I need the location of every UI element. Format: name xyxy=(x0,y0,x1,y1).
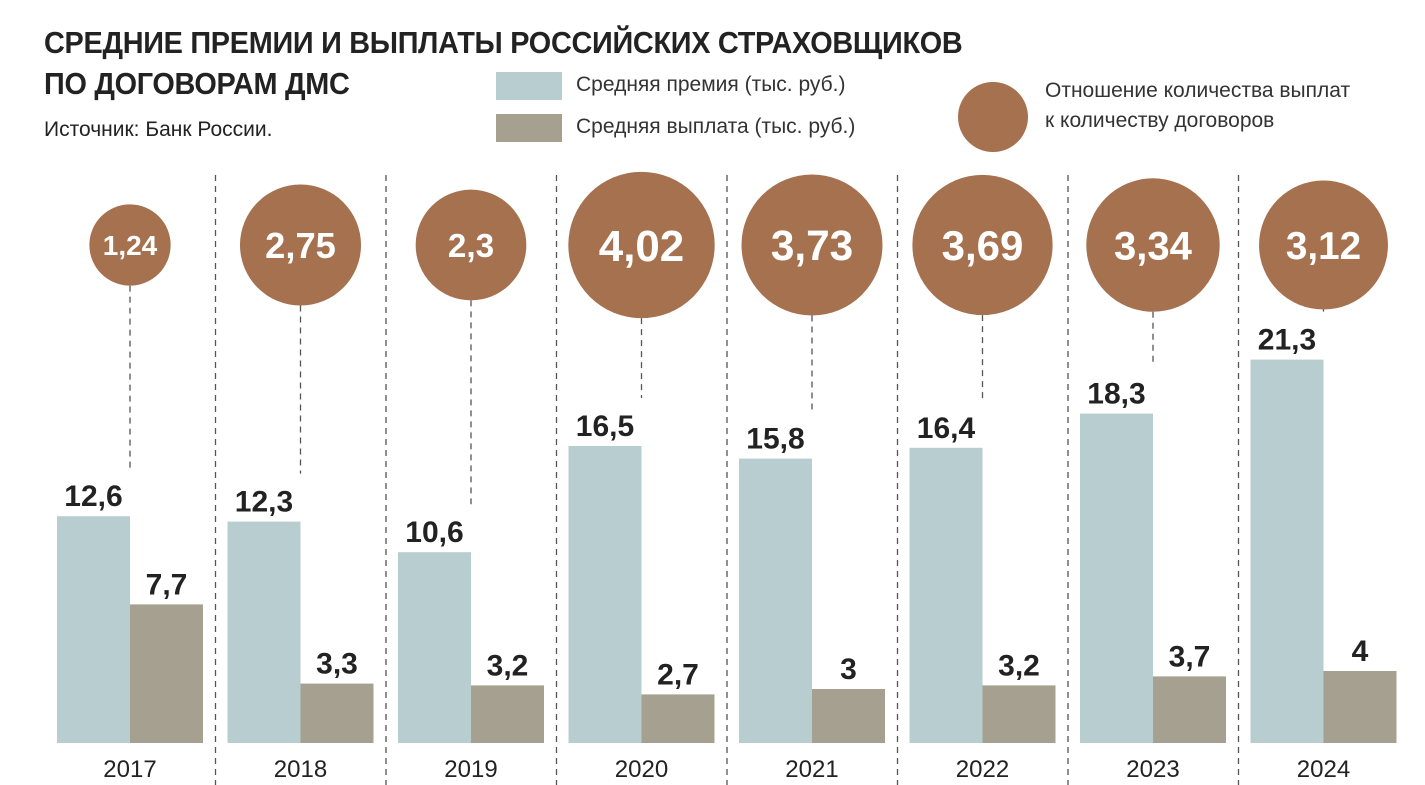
label-payout: 3 xyxy=(840,653,857,686)
bar-premium xyxy=(227,521,301,743)
bar-premium xyxy=(398,552,471,743)
label-premium: 16,5 xyxy=(576,410,634,443)
year-label: 2019 xyxy=(444,756,497,783)
label-payout: 3,3 xyxy=(316,648,358,681)
legend-label-payout: Средняя выплата (тыс. руб.) xyxy=(576,115,856,138)
bar-premium xyxy=(568,446,642,743)
bar-payout xyxy=(300,683,374,743)
bar-payout xyxy=(1323,671,1397,743)
bar-payout xyxy=(812,689,885,743)
title-line-1: СРЕДНИЕ ПРЕМИИ И ВЫПЛАТЫ РОССИЙСКИХ СТРА… xyxy=(44,25,963,60)
bar-payout xyxy=(130,604,203,743)
year-label: 2020 xyxy=(615,756,668,783)
bubble-ratio xyxy=(741,174,883,316)
legend-swatch-ratio xyxy=(958,82,1028,152)
bubble-ratio xyxy=(568,171,715,319)
label-ratio: 3,34 xyxy=(1114,224,1193,268)
label-premium: 12,6 xyxy=(64,480,122,513)
label-ratio: 3,69 xyxy=(942,222,1024,269)
label-payout: 4 xyxy=(1352,635,1369,668)
legend-label-premium: Средняя премия (тыс. руб.) xyxy=(576,73,846,96)
bubble-ratio xyxy=(415,189,527,301)
label-ratio: 2,3 xyxy=(448,228,494,265)
bubble-ratio xyxy=(1086,178,1220,312)
label-premium: 15,8 xyxy=(746,423,804,456)
label-premium: 10,6 xyxy=(405,516,463,549)
legend-ratio-line-2: к количеству договоров xyxy=(1045,109,1275,132)
legend-ratio-line-1: Отношение количества выплат xyxy=(1045,79,1351,102)
label-payout: 2,7 xyxy=(657,658,699,691)
bar-payout xyxy=(471,685,544,743)
label-payout: 3,2 xyxy=(487,649,529,682)
legend-swatch-payout xyxy=(496,114,562,142)
year-label: 2023 xyxy=(1126,756,1179,783)
legend-swatch-premium xyxy=(496,72,562,100)
bubble-ratio xyxy=(912,174,1053,316)
label-premium: 16,4 xyxy=(917,412,976,445)
label-ratio: 4,02 xyxy=(599,222,684,271)
label-payout: 3,7 xyxy=(1169,640,1211,673)
label-payout: 7,7 xyxy=(146,568,188,601)
bubble-ratio xyxy=(239,184,362,306)
label-payout: 3,2 xyxy=(998,649,1040,682)
bar-premium xyxy=(1250,359,1324,743)
chart-title: СРЕДНИЕ ПРЕМИИ И ВЫПЛАТЫ РОССИЙСКИХ СТРА… xyxy=(44,22,963,104)
label-ratio: 1,24 xyxy=(103,230,158,261)
bar-premium xyxy=(1080,413,1153,743)
year-label: 2024 xyxy=(1297,756,1350,783)
label-premium: 21,3 xyxy=(1258,324,1316,357)
bar-premium xyxy=(909,447,983,743)
legend-label-ratio: Отношение количества выплат к количеству… xyxy=(1045,76,1350,136)
bubble-ratio xyxy=(1259,180,1388,310)
year-label: 2018 xyxy=(274,756,327,783)
label-ratio: 2,75 xyxy=(265,225,336,266)
title-line-2: ПО ДОГОВОРАМ ДМС xyxy=(44,66,350,101)
source-note: Источник: Банк России. xyxy=(44,118,273,141)
bubble-ratio xyxy=(89,204,171,286)
label-premium: 18,3 xyxy=(1087,378,1145,411)
bar-premium xyxy=(57,516,130,743)
year-label: 2017 xyxy=(103,756,156,783)
year-label: 2022 xyxy=(956,756,1009,783)
label-ratio: 3,73 xyxy=(771,222,853,269)
bar-premium xyxy=(739,458,812,743)
bar-payout xyxy=(982,685,1056,743)
bar-payout xyxy=(641,694,715,743)
label-ratio: 3,12 xyxy=(1286,225,1361,268)
year-label: 2021 xyxy=(785,756,838,783)
label-premium: 12,3 xyxy=(235,486,293,519)
bar-payout xyxy=(1153,676,1226,743)
